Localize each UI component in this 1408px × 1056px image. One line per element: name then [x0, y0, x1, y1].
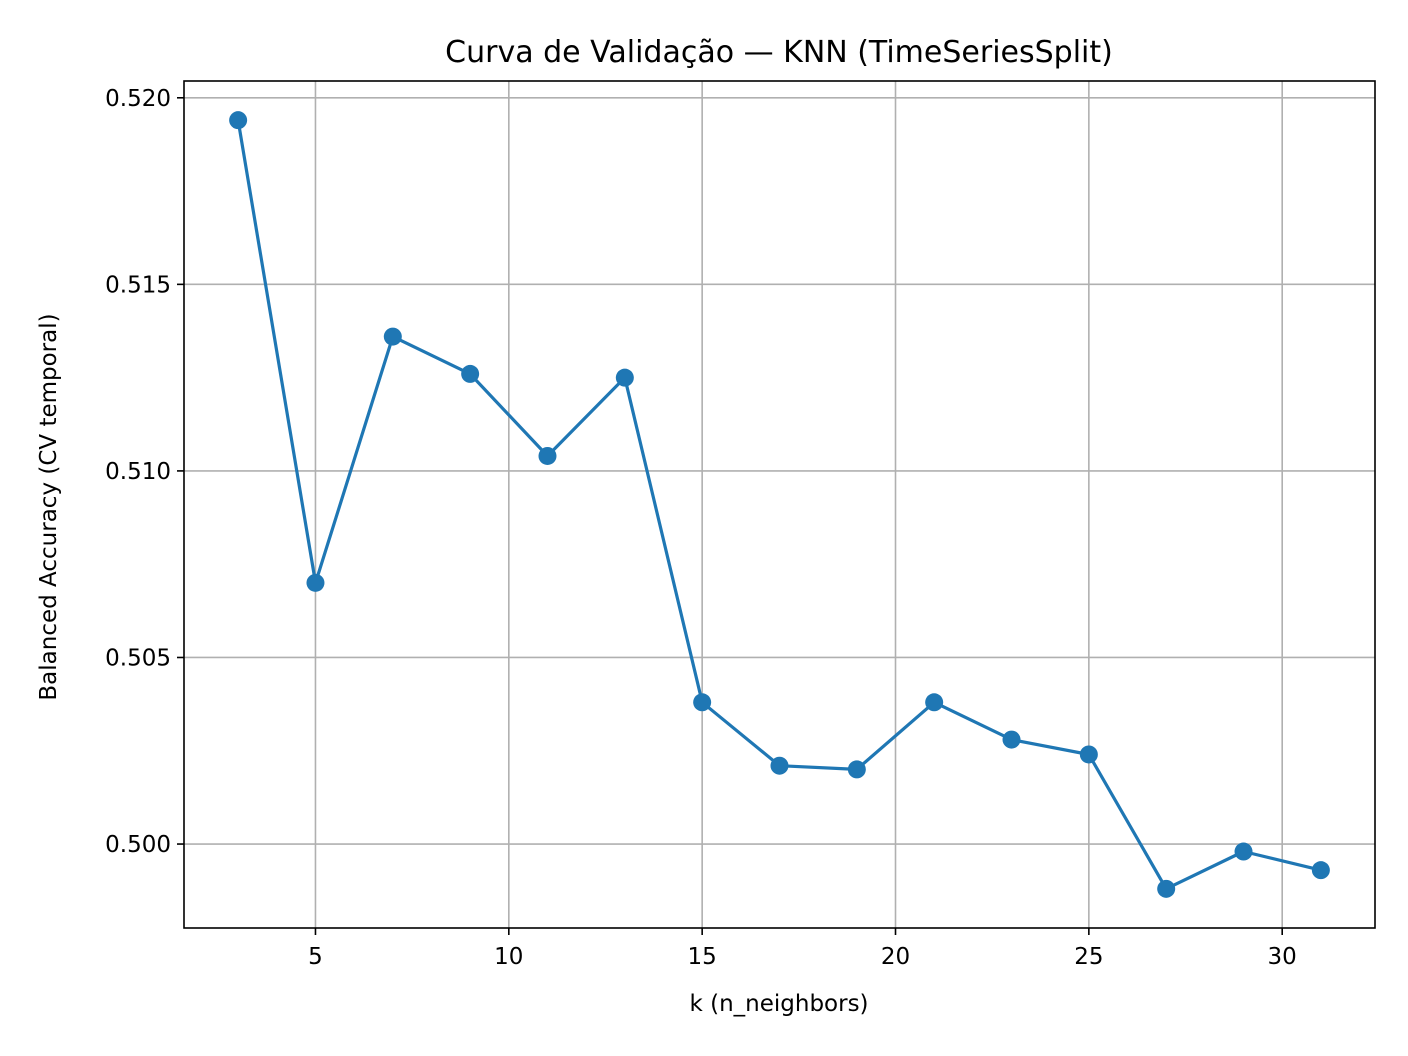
data-point — [383, 327, 402, 346]
data-point — [538, 446, 557, 465]
data-point — [1234, 842, 1253, 861]
data-point — [847, 760, 866, 779]
x-tick-label: 30 — [1268, 944, 1297, 970]
data-point — [306, 573, 325, 592]
axis-ticks: 5 10 15 20 25 30 0.500 0.505 0.510 0.515 0.520 — [105, 86, 1297, 970]
grid — [184, 81, 1375, 928]
y-axis-label: Balanced Accuracy (CV temporal) — [36, 313, 62, 700]
series-layer — [229, 111, 1330, 898]
data-point — [770, 756, 789, 775]
data-point — [615, 368, 634, 387]
x-axis-label: k (n_neighbors) — [689, 991, 868, 1017]
x-tick-label: 5 — [308, 944, 323, 970]
data-point — [693, 693, 712, 712]
data-point — [1311, 861, 1330, 880]
data-point — [229, 111, 248, 130]
x-tick-label: 25 — [1074, 944, 1103, 970]
y-tick-label: 0.500 — [105, 832, 171, 858]
data-point — [1079, 745, 1098, 764]
data-point — [1157, 879, 1176, 898]
x-tick-label: 10 — [494, 944, 523, 970]
chart-title: Curva de Validação — KNN (TimeSeriesSpli… — [445, 35, 1113, 70]
data-point — [925, 693, 944, 712]
x-tick-label: 15 — [688, 944, 717, 970]
x-tick-label: 20 — [881, 944, 910, 970]
data-point — [1002, 730, 1021, 749]
y-tick-label: 0.520 — [105, 86, 171, 112]
data-point — [461, 364, 480, 383]
y-tick-label: 0.515 — [105, 272, 171, 298]
plot-frame — [183, 80, 1376, 929]
y-tick-label: 0.505 — [105, 645, 171, 671]
y-tick-label: 0.510 — [105, 459, 171, 485]
